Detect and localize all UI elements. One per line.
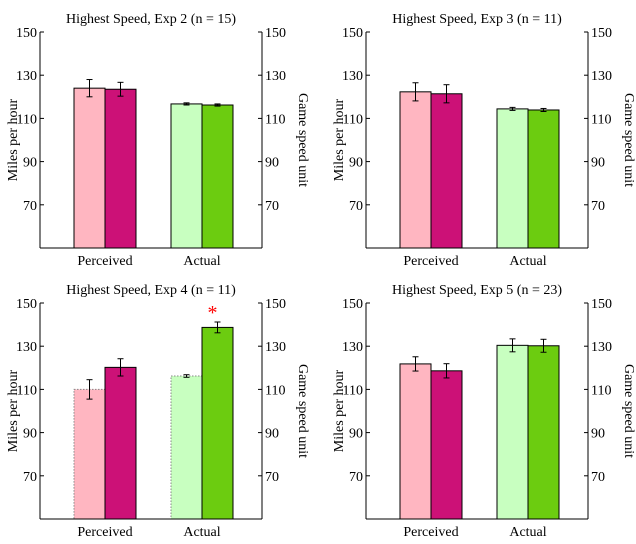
left-tick-label: 70	[23, 199, 37, 214]
right-tick-label: 70	[265, 199, 279, 214]
y-axis-label-right: Game speed unit	[295, 364, 310, 458]
bar-actual-dark	[201, 104, 234, 249]
left-tick-label: 130	[16, 69, 37, 84]
chart-panel-4: Highest Speed, Exp 5 (n = 23) 70 90 110 130 1…	[332, 283, 636, 540]
left-tick-label: 90	[23, 156, 37, 171]
right-tick-label: 150	[265, 26, 286, 41]
left-tick-label: 70	[23, 470, 37, 485]
left-tick-label: 130	[342, 340, 363, 355]
left-tick-label: 110	[343, 383, 363, 398]
right-tick-label: 130	[591, 69, 612, 84]
right-tick-label: 90	[265, 156, 279, 171]
bar-perceived-dark	[430, 370, 463, 520]
left-tick-label: 130	[16, 340, 37, 355]
chart-title: Highest Speed, Exp 3 (n = 11)	[392, 12, 562, 27]
right-tick-label: 70	[591, 199, 605, 214]
chart-title: Highest Speed, Exp 4 (n = 11)	[66, 283, 236, 298]
right-tick-label: 90	[591, 156, 605, 171]
right-tick-label: 110	[591, 112, 611, 127]
right-tick-label: 110	[591, 383, 611, 398]
right-tick-label: 150	[591, 297, 612, 312]
y-axis-label: Miles per hour	[332, 98, 347, 181]
bar-actual-light	[170, 375, 203, 520]
y-axis-label-right: Game speed unit	[295, 93, 310, 187]
right-tick-label: 130	[265, 69, 286, 84]
bar-actual-light	[170, 103, 203, 249]
left-tick-label: 70	[349, 199, 363, 214]
right-tick-label: 70	[591, 470, 605, 485]
right-tick-label: 90	[265, 427, 279, 442]
left-tick-label: 150	[342, 26, 363, 41]
chart-panel-3: Highest Speed, Exp 4 (n = 11) * 70 90 110 130…	[6, 283, 310, 540]
right-tick-label: 150	[591, 26, 612, 41]
chart-title: Highest Speed, Exp 5 (n = 23)	[392, 283, 562, 298]
bar-actual-light	[496, 108, 529, 249]
left-tick-label: 110	[17, 383, 37, 398]
y-axis-label: Miles per hour	[332, 369, 347, 452]
right-tick-label: 130	[591, 340, 612, 355]
right-tick-label: 130	[265, 340, 286, 355]
bar-perceived-dark	[104, 366, 137, 520]
x-category-label: Perceived	[77, 525, 132, 540]
x-category-label: Actual	[183, 254, 220, 269]
bar-actual-dark	[527, 345, 560, 520]
x-category-label: Perceived	[77, 254, 132, 269]
y-axis-label: Miles per hour	[6, 98, 21, 181]
bar-perceived-dark	[430, 93, 463, 249]
left-tick-label: 150	[342, 297, 363, 312]
right-tick-label: 70	[265, 470, 279, 485]
y-axis-label: Miles per hour	[6, 369, 21, 452]
x-category-label: Actual	[509, 525, 546, 540]
left-tick-label: 130	[342, 69, 363, 84]
left-tick-label: 90	[349, 156, 363, 171]
x-category-label: Actual	[509, 254, 546, 269]
left-tick-label: 150	[16, 297, 37, 312]
bar-actual-dark	[201, 326, 234, 520]
left-tick-label: 90	[349, 427, 363, 442]
left-tick-label: 90	[23, 427, 37, 442]
x-category-label: Perceived	[403, 254, 458, 269]
bar-perceived-light	[399, 91, 432, 249]
left-tick-label: 110	[343, 112, 363, 127]
bar-perceived-dark	[104, 88, 137, 249]
bar-actual-dark	[527, 109, 560, 249]
x-category-label: Perceived	[403, 525, 458, 540]
chart-title: Highest Speed, Exp 2 (n = 15)	[66, 12, 236, 27]
x-category-label: Actual	[183, 525, 220, 540]
left-tick-label: 110	[17, 112, 37, 127]
chart-panel-2: Highest Speed, Exp 3 (n = 11) 70 90 110 130 1…	[332, 12, 636, 269]
left-tick-label: 150	[16, 26, 37, 41]
right-tick-label: 110	[265, 112, 285, 127]
right-tick-label: 150	[265, 297, 286, 312]
chart-panel-1: Highest Speed, Exp 2 (n = 15) 70 90 110 130 1…	[6, 12, 310, 269]
bar-perceived-light	[73, 87, 106, 249]
right-tick-label: 90	[591, 427, 605, 442]
bar-actual-light	[496, 344, 529, 520]
significance-asterisk: *	[208, 302, 218, 324]
bar-perceived-light	[73, 388, 106, 520]
left-tick-label: 70	[349, 470, 363, 485]
y-axis-label-right: Game speed unit	[621, 93, 636, 187]
y-axis-label-right: Game speed unit	[621, 364, 636, 458]
bar-perceived-light	[399, 363, 432, 520]
right-tick-label: 110	[265, 383, 285, 398]
